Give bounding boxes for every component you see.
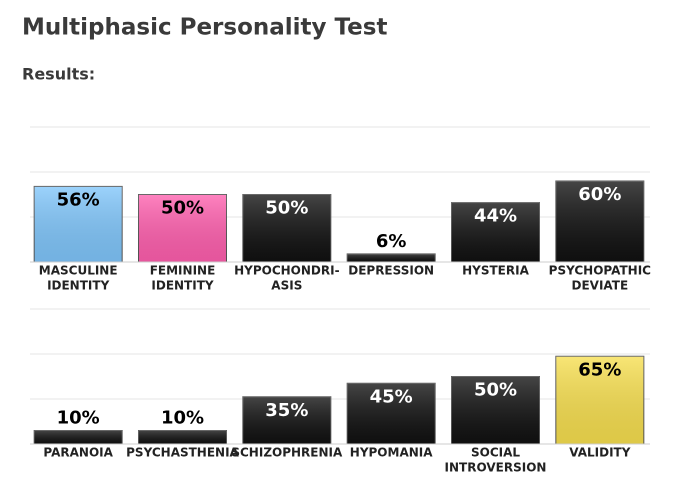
value-label: 60% — [578, 184, 621, 205]
category-label: SCHIZOPHRENIA — [231, 446, 343, 460]
bar-shade — [242, 396, 331, 444]
bar-shade — [242, 194, 331, 262]
bar-shade — [451, 376, 540, 444]
category-label: DEVIATE — [572, 279, 629, 293]
value-label: 45% — [370, 386, 413, 407]
bar-shade — [34, 430, 123, 444]
bar-shade — [138, 430, 227, 444]
value-label: 44% — [474, 206, 517, 227]
category-label: HYPOCHONDRI- — [234, 264, 339, 278]
bar-shade — [34, 186, 123, 262]
category-label: HYSTERIA — [462, 264, 529, 278]
category-label: FEMININE — [150, 264, 216, 278]
bar-shade — [555, 181, 644, 262]
bar-shade — [347, 253, 436, 262]
bar-shade — [138, 194, 227, 262]
results-heading: Results: — [22, 65, 95, 84]
bar-shade — [451, 202, 540, 262]
value-label: 50% — [474, 380, 517, 401]
category-label: SOCIAL — [471, 446, 520, 460]
category-label: PSYCHASTHENIA — [126, 446, 239, 460]
page-title: Multiphasic Personality Test — [22, 15, 387, 41]
value-label: 50% — [265, 198, 308, 219]
category-label: MASCULINE — [39, 264, 118, 278]
category-label: PSYCHOPATHIC — [549, 264, 651, 278]
category-label: IDENTITY — [47, 279, 110, 293]
value-label: 50% — [161, 198, 204, 219]
bar-shade — [555, 356, 644, 444]
value-label: 35% — [265, 400, 308, 421]
category-label: IDENTITY — [151, 279, 214, 293]
value-label: 56% — [57, 189, 100, 210]
category-label: PARANOIA — [43, 446, 113, 460]
value-label: 6% — [376, 231, 407, 252]
category-label: VALIDITY — [569, 446, 630, 460]
value-label: 10% — [57, 408, 100, 429]
category-label: DEPRESSION — [348, 264, 434, 278]
category-label: INTROVERSION — [445, 461, 547, 475]
value-label: 65% — [578, 359, 621, 380]
value-label: 10% — [161, 408, 204, 429]
bar-shade — [347, 383, 436, 444]
category-label: ASIS — [271, 279, 302, 293]
category-label: HYPOMANIA — [350, 446, 433, 460]
